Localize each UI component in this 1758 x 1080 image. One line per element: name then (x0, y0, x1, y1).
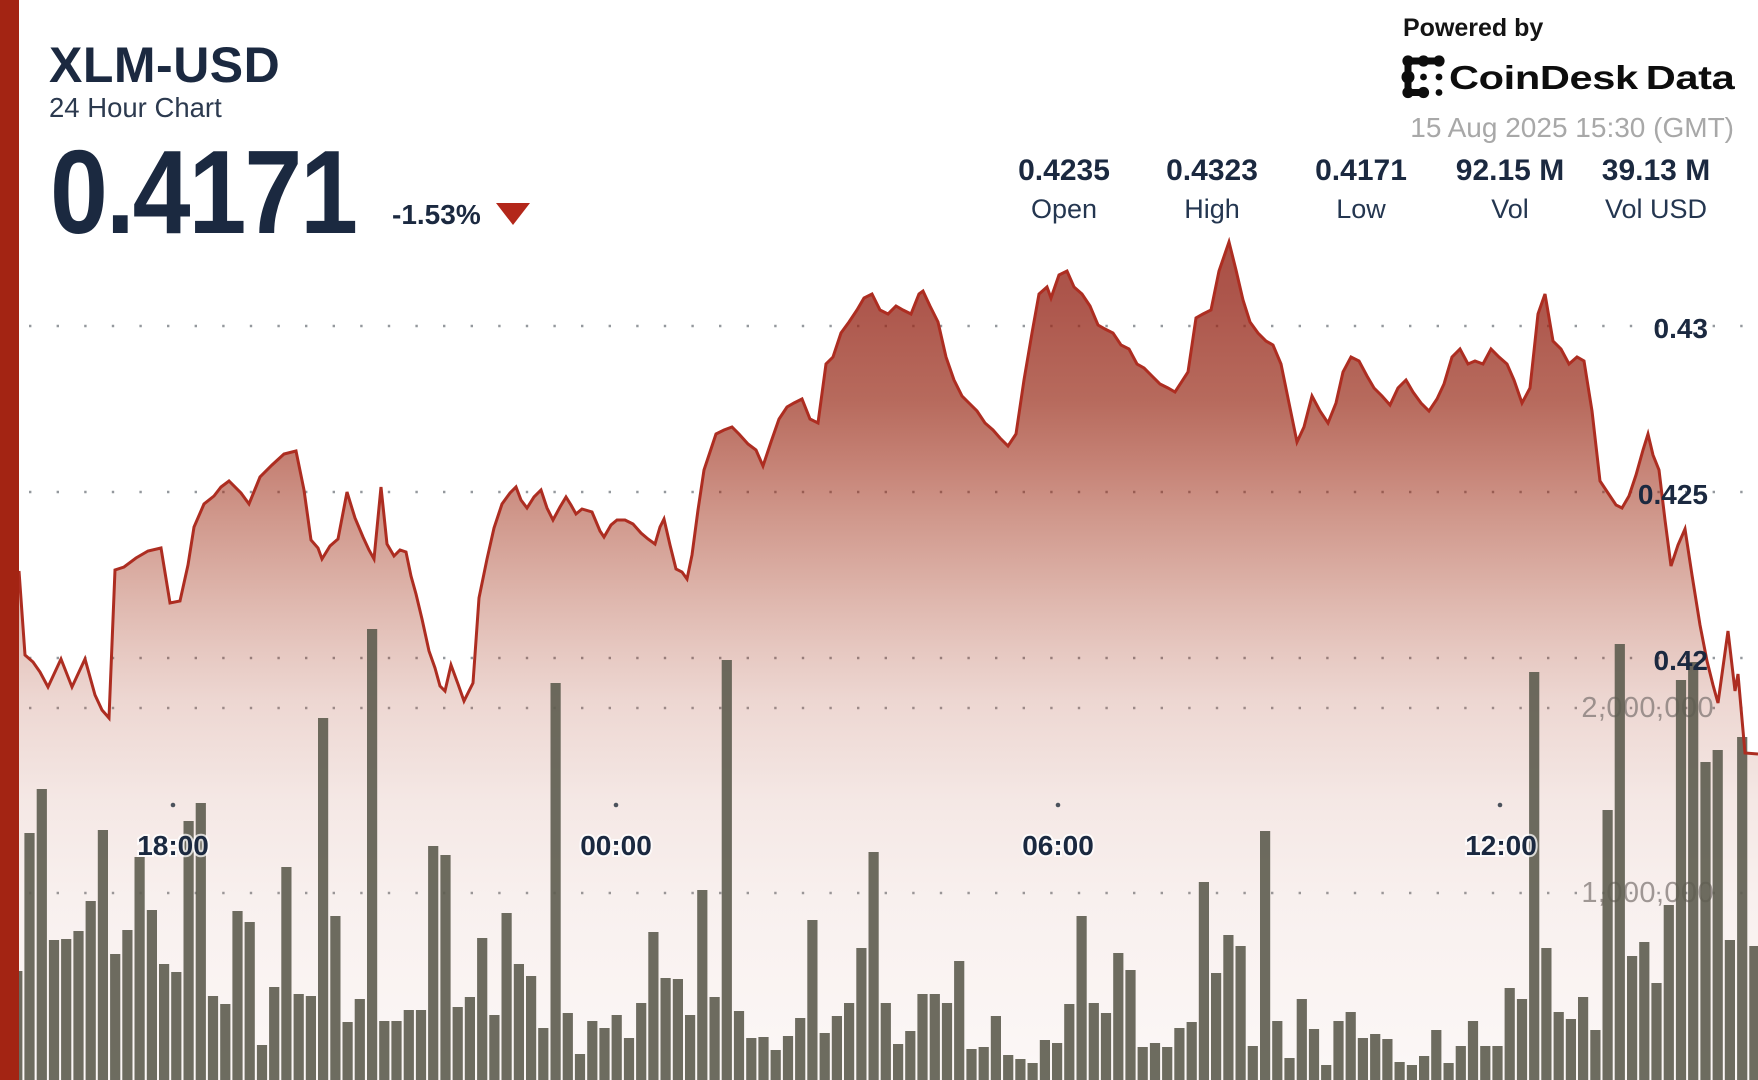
svg-text:0.43: 0.43 (1654, 313, 1709, 344)
svg-text:00:00: 00:00 (580, 830, 652, 861)
svg-text:0.425: 0.425 (1638, 479, 1708, 510)
svg-text:12:00: 12:00 (1465, 830, 1537, 861)
svg-text:06:00: 06:00 (1022, 830, 1094, 861)
svg-text:0.42: 0.42 (1654, 645, 1709, 676)
svg-text:18:00: 18:00 (137, 830, 209, 861)
